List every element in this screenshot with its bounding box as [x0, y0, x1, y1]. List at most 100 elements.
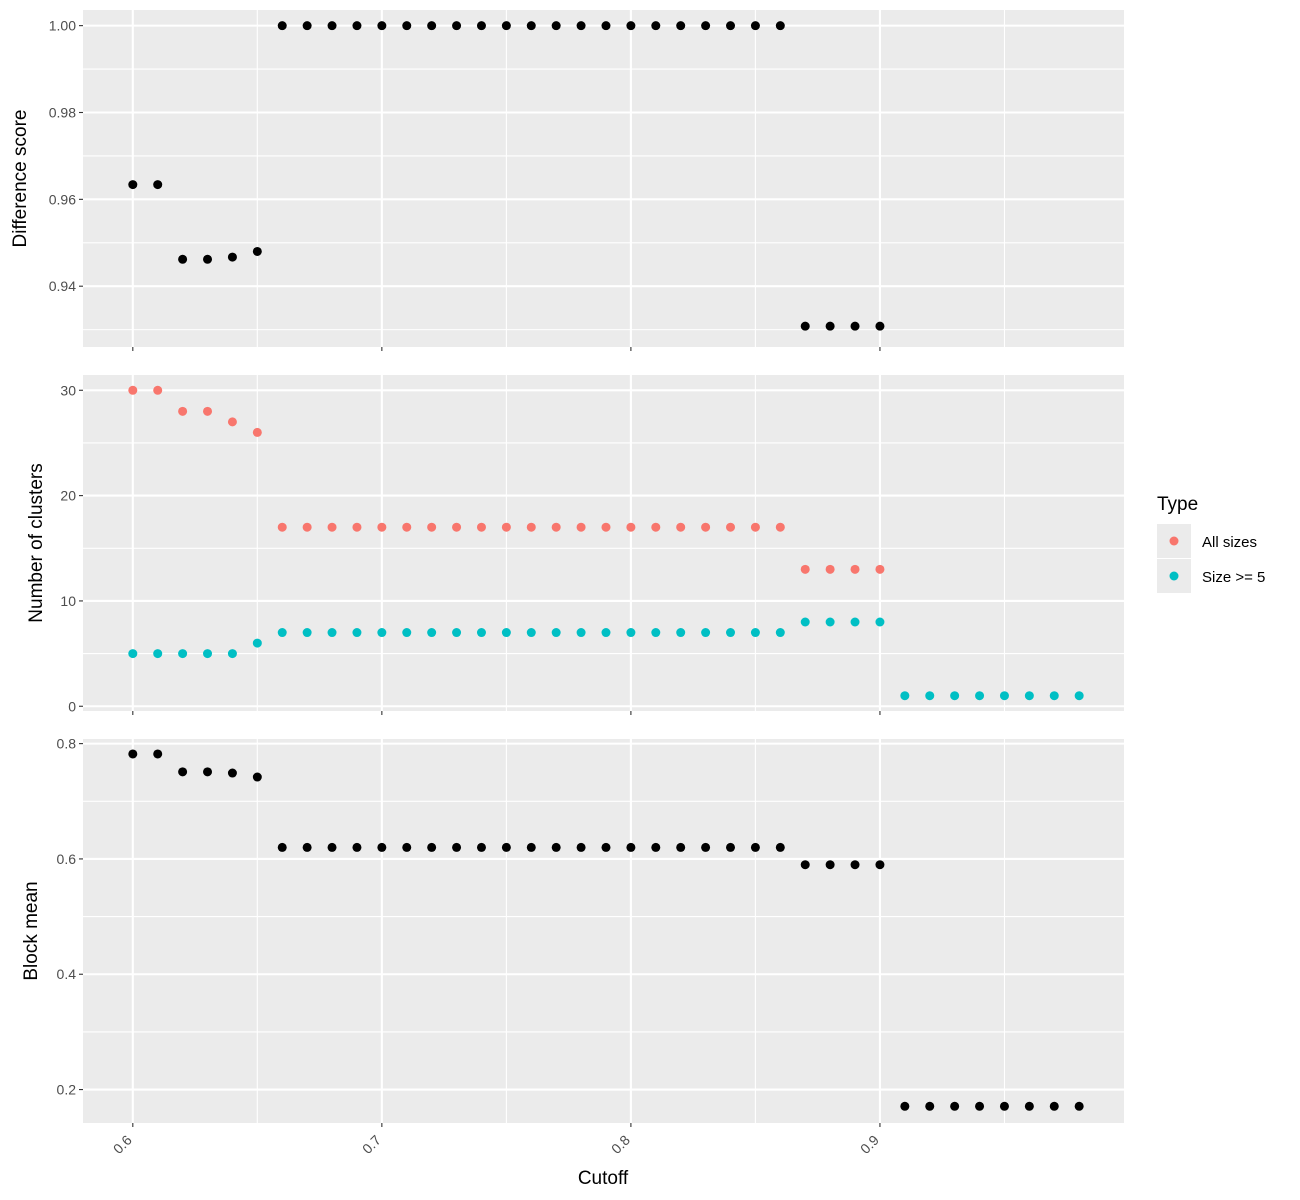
data-point — [975, 691, 985, 701]
data-point — [252, 246, 262, 256]
panel-clusters: 0 10 20 30 Number of clusters — [26, 375, 1124, 715]
data-point — [950, 691, 960, 701]
data-point — [501, 628, 511, 638]
data-point — [825, 860, 835, 870]
data-point — [750, 842, 760, 852]
data-point — [800, 617, 810, 627]
y-axis-title-clusters: Number of clusters — [26, 463, 47, 622]
data-point — [925, 691, 935, 701]
data-point — [626, 21, 636, 31]
data-point — [352, 21, 362, 31]
series-clusters-0 — [128, 385, 885, 574]
data-point — [476, 21, 486, 31]
data-point — [427, 522, 437, 532]
panel-background-difference — [83, 10, 1124, 347]
data-point — [302, 628, 312, 638]
y-tick-label: 0.2 — [57, 1082, 77, 1098]
data-point — [626, 628, 636, 638]
data-point — [302, 21, 312, 31]
data-point — [1024, 1101, 1034, 1111]
data-point — [726, 522, 736, 532]
data-point — [128, 749, 138, 759]
chart-panels: 0.94 0.96 0.98 1.00 Difference score 0 10 20 30 N… — [10, 10, 1124, 1157]
data-point — [850, 617, 860, 627]
y-tick-label: 1.00 — [49, 18, 76, 34]
data-point — [1074, 691, 1084, 701]
panel-background-clusters — [83, 375, 1124, 711]
data-point — [526, 842, 536, 852]
data-point — [850, 860, 860, 870]
data-point — [726, 842, 736, 852]
data-point — [277, 842, 287, 852]
data-point — [352, 842, 362, 852]
series-clusters-1 — [128, 617, 1084, 701]
data-point — [402, 522, 412, 532]
data-point — [501, 21, 511, 31]
data-point — [701, 522, 711, 532]
x-axis-title: Cutoff — [578, 1168, 629, 1189]
y-axis-title-blockmean: Block mean — [21, 881, 42, 980]
data-point — [950, 1101, 960, 1111]
y-tick-label: 0 — [68, 698, 76, 714]
data-point — [227, 768, 237, 778]
data-point — [153, 749, 163, 759]
data-point — [327, 522, 337, 532]
data-point — [452, 842, 462, 852]
y-tick-label: 0.4 — [57, 966, 77, 982]
data-point — [551, 628, 561, 638]
data-point — [252, 772, 262, 782]
data-point — [576, 628, 586, 638]
data-point — [526, 21, 536, 31]
data-point — [153, 385, 163, 395]
data-point — [900, 691, 910, 701]
data-point — [427, 21, 437, 31]
data-point — [402, 21, 412, 31]
data-point — [526, 628, 536, 638]
y-tick-label: 0.96 — [49, 191, 76, 207]
data-point — [551, 522, 561, 532]
data-point — [153, 180, 163, 190]
data-point — [900, 1101, 910, 1111]
data-point — [750, 628, 760, 638]
data-point — [1024, 691, 1034, 701]
data-point — [203, 649, 213, 659]
data-point — [128, 385, 138, 395]
data-point — [800, 564, 810, 574]
data-point — [352, 522, 362, 532]
data-point — [227, 649, 237, 659]
data-point — [501, 522, 511, 532]
legend-label-size-ge-5: Size >= 5 — [1202, 569, 1265, 586]
data-point — [676, 628, 686, 638]
legend-title: Type — [1157, 494, 1198, 515]
data-point — [1049, 691, 1059, 701]
data-point — [476, 842, 486, 852]
data-point — [427, 842, 437, 852]
data-point — [750, 21, 760, 31]
x-tick-label: 0.9 — [857, 1132, 882, 1157]
data-point — [875, 321, 885, 331]
data-point — [402, 628, 412, 638]
data-point — [128, 180, 138, 190]
data-point — [352, 628, 362, 638]
data-point — [701, 842, 711, 852]
data-point — [676, 21, 686, 31]
data-point — [227, 252, 237, 262]
data-point — [227, 417, 237, 427]
data-point — [925, 1101, 935, 1111]
data-point — [277, 628, 287, 638]
data-point — [825, 321, 835, 331]
data-point — [800, 321, 810, 331]
data-point — [850, 564, 860, 574]
data-point — [800, 860, 810, 870]
x-tick-label: 0.7 — [359, 1132, 384, 1157]
data-point — [551, 842, 561, 852]
data-point — [999, 691, 1009, 701]
data-point — [427, 628, 437, 638]
data-point — [775, 842, 785, 852]
data-point — [1074, 1101, 1084, 1111]
data-point — [1049, 1101, 1059, 1111]
panel-blockmean: 0.2 0.4 0.6 0.8 0.6 0.7 0.8 0.9 Block mean — [21, 736, 1124, 1157]
data-point — [576, 842, 586, 852]
y-tick-label: 0.6 — [57, 851, 77, 867]
